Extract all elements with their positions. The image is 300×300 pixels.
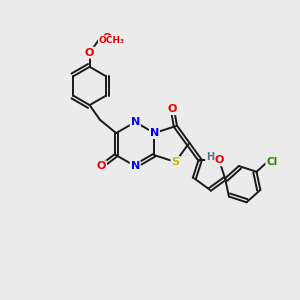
Text: N: N bbox=[131, 161, 140, 171]
Text: N: N bbox=[131, 117, 140, 127]
Text: H: H bbox=[206, 152, 214, 163]
Text: OCH₃: OCH₃ bbox=[98, 36, 124, 45]
Text: Cl: Cl bbox=[266, 157, 278, 167]
Text: O: O bbox=[168, 104, 177, 114]
Text: O: O bbox=[97, 161, 106, 171]
Text: S: S bbox=[171, 157, 179, 167]
Text: O: O bbox=[85, 48, 94, 58]
Text: O: O bbox=[102, 33, 111, 43]
Text: O: O bbox=[214, 155, 224, 165]
Text: N: N bbox=[150, 128, 159, 138]
